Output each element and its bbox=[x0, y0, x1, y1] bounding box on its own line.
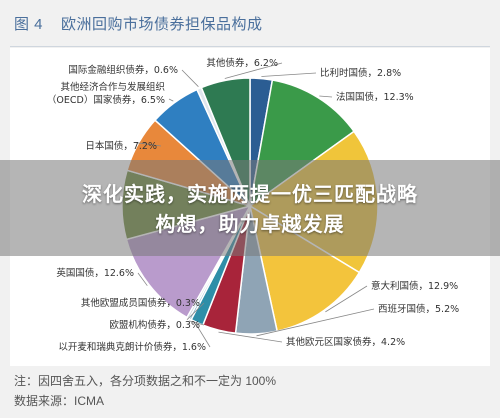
leader-line bbox=[181, 69, 199, 87]
slice-label: 其他经济合作与发展组织（OECD）国家债券，6.5% bbox=[47, 81, 165, 106]
slice-label: 其他欧元区国家债券，4.2% bbox=[286, 336, 405, 348]
slice-labels: 比利时国债，2.8% 法国国债，12.3% 意大利国债，12.9% 西班牙国债，5.2… bbox=[47, 57, 459, 353]
slice-label: 以开麦和瑞典克朗计价债券，1.6% bbox=[58, 341, 206, 353]
leader-line bbox=[186, 302, 205, 320]
source-note: 数据来源：ICMA bbox=[14, 394, 105, 408]
slice-label: 意大利国债，12.9% bbox=[371, 280, 458, 292]
banner-line-2: 构想，助力卓越发展 bbox=[155, 212, 345, 236]
slice-label: 法国国债，12.3% bbox=[336, 91, 414, 103]
leader-line bbox=[136, 142, 162, 147]
leader-line bbox=[256, 308, 375, 337]
slice-label: 其他债券，6.2% bbox=[206, 57, 278, 69]
leader-line bbox=[261, 72, 317, 77]
slice-label: 日本国债，7.2% bbox=[85, 140, 157, 152]
leader-lines bbox=[136, 62, 375, 348]
figure-header: 图 4 欧洲回购市场债券担保品构成 bbox=[0, 0, 500, 46]
figure-number: 图 4 bbox=[14, 16, 44, 33]
leader-line bbox=[189, 320, 205, 326]
leader-line bbox=[195, 324, 211, 348]
slice-label: 英国国债，12.6% bbox=[56, 267, 134, 279]
footnote: 注：因四舍五入，各分项数据之和不一定为 100% bbox=[14, 374, 277, 388]
slice-label: 比利时国债，2.8% bbox=[320, 67, 401, 79]
leader-line bbox=[218, 331, 283, 343]
leader-line bbox=[325, 285, 368, 313]
leader-line bbox=[224, 62, 283, 79]
slice-label: 其他欧盟成员国债券，0.3% bbox=[81, 297, 200, 309]
leader-line bbox=[137, 272, 148, 286]
leader-line bbox=[168, 98, 174, 102]
slice-label: 国际金融组织债券，0.6% bbox=[68, 64, 178, 76]
figure-title: 图 4 欧洲回购市场债券担保品构成 bbox=[14, 13, 263, 34]
header-divider bbox=[10, 46, 490, 47]
leader-line bbox=[319, 95, 333, 98]
slice-label: 欧盟机构债券，0.3% bbox=[109, 319, 200, 331]
slice-label: 西班牙国债，5.2% bbox=[378, 303, 459, 315]
banner-line-1: 深化实践，实施两提一优三匹配战略 bbox=[82, 182, 418, 206]
figure-title-text: 欧洲回购市场债券担保品构成 bbox=[61, 16, 263, 33]
overlay-banner bbox=[0, 160, 500, 256]
